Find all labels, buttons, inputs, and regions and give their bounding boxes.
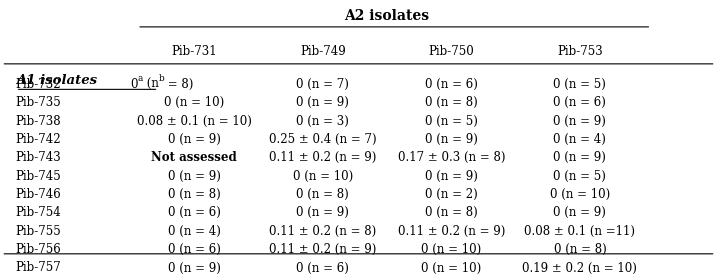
Text: 0 (n = 9): 0 (n = 9): [554, 207, 607, 219]
Text: 0 (n = 9): 0 (n = 9): [296, 96, 349, 109]
Text: 0: 0: [130, 78, 138, 91]
Text: 0 (n = 3): 0 (n = 3): [296, 115, 349, 128]
Text: Pib-732: Pib-732: [16, 78, 61, 91]
Text: 0 (n = 9): 0 (n = 9): [168, 262, 221, 274]
Text: 0 (n = 9): 0 (n = 9): [168, 170, 221, 183]
Text: 0 (n = 10): 0 (n = 10): [550, 188, 610, 201]
Text: 0 (n = 6): 0 (n = 6): [168, 207, 221, 219]
Text: Pib-731: Pib-731: [171, 45, 217, 58]
Text: 0.25 ± 0.4 (n = 7): 0.25 ± 0.4 (n = 7): [269, 133, 376, 146]
Text: 0 (n = 5): 0 (n = 5): [425, 115, 478, 128]
Text: Pib-754: Pib-754: [16, 207, 62, 219]
Text: 0 (n = 6): 0 (n = 6): [168, 243, 221, 256]
Text: 0 (n = 8): 0 (n = 8): [554, 243, 607, 256]
Text: 0 (n = 9): 0 (n = 9): [296, 207, 349, 219]
Text: 0 (n = 8): 0 (n = 8): [425, 96, 478, 109]
Text: 0 (n = 10): 0 (n = 10): [293, 170, 353, 183]
Text: 0 (n = 8): 0 (n = 8): [296, 188, 349, 201]
Text: Pib-757: Pib-757: [16, 262, 62, 274]
Text: 0 (n = 6): 0 (n = 6): [554, 96, 607, 109]
Text: 0 (n = 9): 0 (n = 9): [168, 133, 221, 146]
Text: Pib-738: Pib-738: [16, 115, 61, 128]
Text: 0 (n = 10): 0 (n = 10): [164, 96, 224, 109]
Text: a: a: [137, 74, 143, 83]
Text: Pib-750: Pib-750: [429, 45, 474, 58]
Text: 0 (n = 9): 0 (n = 9): [425, 133, 478, 146]
Text: Pib-735: Pib-735: [16, 96, 62, 109]
Text: 0 (n = 8): 0 (n = 8): [425, 207, 478, 219]
Text: 0 (n = 9): 0 (n = 9): [554, 115, 607, 128]
Text: 0 (n = 4): 0 (n = 4): [168, 225, 221, 238]
Text: Pib-743: Pib-743: [16, 151, 62, 164]
Text: Pib-742: Pib-742: [16, 133, 61, 146]
Text: 0.11 ± 0.2 (n = 9): 0.11 ± 0.2 (n = 9): [398, 225, 505, 238]
Text: 0 (n = 6): 0 (n = 6): [296, 262, 349, 274]
Text: Pib-746: Pib-746: [16, 188, 62, 201]
Text: 0.11 ± 0.2 (n = 9): 0.11 ± 0.2 (n = 9): [269, 151, 376, 164]
Text: 0 (n = 10): 0 (n = 10): [421, 243, 482, 256]
Text: A2 isolates: A2 isolates: [344, 9, 429, 23]
Text: Pib-745: Pib-745: [16, 170, 62, 183]
Text: 0 (n = 4): 0 (n = 4): [554, 133, 607, 146]
Text: 0 (n = 9): 0 (n = 9): [425, 170, 478, 183]
Text: 0.19 ± 0.2 (n = 10): 0.19 ± 0.2 (n = 10): [523, 262, 637, 274]
Text: = 8): = 8): [163, 78, 193, 91]
Text: 0 (n = 6): 0 (n = 6): [425, 78, 478, 91]
Text: 0 (n = 9): 0 (n = 9): [554, 151, 607, 164]
Text: Pib-756: Pib-756: [16, 243, 62, 256]
Text: A1 isolates: A1 isolates: [16, 74, 97, 87]
Text: 0 (n = 8): 0 (n = 8): [168, 188, 221, 201]
Text: b: b: [158, 74, 164, 83]
Text: 0 (n = 7): 0 (n = 7): [296, 78, 349, 91]
Text: 0 (n = 5): 0 (n = 5): [554, 170, 607, 183]
Text: 0 (n = 2): 0 (n = 2): [425, 188, 478, 201]
Text: 0.11 ± 0.2 (n = 8): 0.11 ± 0.2 (n = 8): [269, 225, 376, 238]
Text: Pib-753: Pib-753: [557, 45, 603, 58]
Text: 0 (n = 10): 0 (n = 10): [421, 262, 482, 274]
Text: Not assessed: Not assessed: [151, 151, 237, 164]
Text: 0.08 ± 0.1 (n = 10): 0.08 ± 0.1 (n = 10): [137, 115, 252, 128]
Text: (n: (n: [143, 78, 158, 91]
Text: 0.17 ± 0.3 (n = 8): 0.17 ± 0.3 (n = 8): [398, 151, 505, 164]
Text: 0 (n = 5): 0 (n = 5): [554, 78, 607, 91]
Text: Pib-749: Pib-749: [300, 45, 346, 58]
Text: Pib-755: Pib-755: [16, 225, 62, 238]
Text: 0.08 ± 0.1 (n =11): 0.08 ± 0.1 (n =11): [524, 225, 635, 238]
Text: 0.11 ± 0.2 (n = 9): 0.11 ± 0.2 (n = 9): [269, 243, 376, 256]
